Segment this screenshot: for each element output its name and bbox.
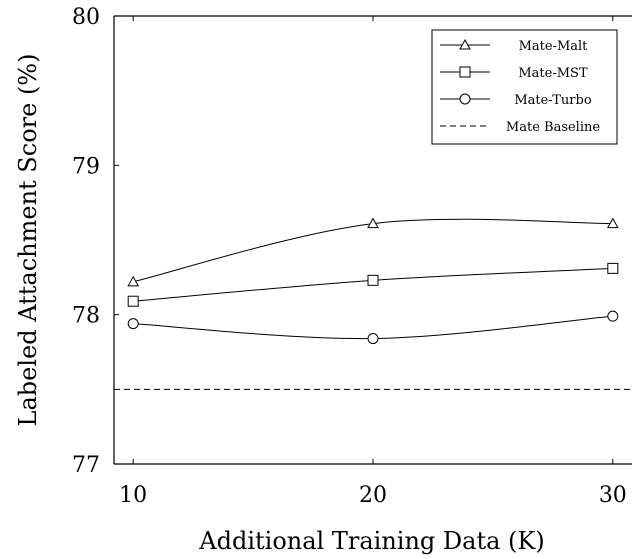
series-line-mate-malt [133,218,613,283]
series-layer [114,217,632,390]
legend-label: Mate Baseline [506,120,600,135]
legend: Mate-Malt Mate-MST Mate-Turbo Mate Baseline [431,29,618,145]
legend-item: Mate-Turbo [440,93,592,108]
axis-ticks: 10 20 30 77 78 79 80 [72,5,627,508]
series-mate-turbo [127,310,619,345]
legend-label: Mate-MST [518,66,588,81]
y-tick-label: 80 [72,5,100,30]
legend-swatch-marker [459,66,471,78]
y-axis-title: Labeled Attachment Score (%) [14,54,42,427]
legend-item: Mate Baseline [440,120,600,135]
y-tick-label: 77 [72,453,100,478]
legend-item: Mate-MST [440,66,588,81]
y-tick-label: 78 [72,304,100,329]
legend-item: Mate-Malt [440,38,589,54]
data-point-mate-mst [367,274,379,286]
data-point-mate-malt [367,217,379,229]
data-point-mate-mst [127,295,139,307]
series-mate-mst [127,262,619,307]
x-tick-label: 30 [599,483,627,508]
x-tick-label: 20 [359,483,387,508]
legend-swatch-marker [459,38,471,50]
legend-swatch-marker [459,93,471,105]
data-point-mate-malt [127,275,140,287]
data-point-mate-turbo [367,333,379,345]
legend-label: Mate-Malt [519,39,589,54]
series-mate-malt [127,217,619,287]
data-point-mate-turbo [127,318,139,330]
y-tick-label: 79 [72,154,100,179]
legend-label: Mate-Turbo [514,93,591,108]
x-axis-title: Additional Training Data (K) [198,527,544,555]
x-tick-label: 10 [119,483,147,508]
data-point-mate-malt [606,217,619,229]
data-point-mate-turbo [607,310,619,322]
data-point-mate-mst [607,262,619,274]
